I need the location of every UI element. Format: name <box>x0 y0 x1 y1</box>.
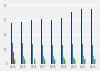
Bar <box>54 59 55 64</box>
Bar <box>45 61 46 64</box>
Bar <box>81 10 82 64</box>
Bar <box>83 43 84 64</box>
Bar <box>43 50 44 64</box>
Bar <box>65 61 66 64</box>
Bar <box>23 50 24 64</box>
Bar <box>34 59 35 64</box>
Bar <box>24 59 25 64</box>
Bar <box>93 43 94 64</box>
Bar <box>32 44 33 64</box>
Bar <box>11 23 12 64</box>
Bar <box>63 48 64 64</box>
Bar <box>55 61 56 64</box>
Bar <box>44 59 45 64</box>
Bar <box>15 61 16 64</box>
Bar <box>82 44 83 64</box>
Bar <box>22 43 23 64</box>
Bar <box>84 59 85 64</box>
Bar <box>71 12 72 64</box>
Bar <box>62 45 63 64</box>
Bar <box>94 59 95 64</box>
Bar <box>35 61 36 64</box>
Bar <box>72 44 73 64</box>
Bar <box>92 45 93 64</box>
Bar <box>14 59 15 64</box>
Bar <box>85 59 86 64</box>
Bar <box>12 43 13 64</box>
Bar <box>33 50 34 64</box>
Bar <box>25 61 26 64</box>
Bar <box>75 60 76 64</box>
Bar <box>21 22 22 64</box>
Bar <box>31 20 32 64</box>
Bar <box>42 45 43 64</box>
Bar <box>51 20 52 64</box>
Bar <box>73 43 74 64</box>
Bar <box>91 9 92 64</box>
Bar <box>53 49 54 64</box>
Bar <box>95 59 96 64</box>
Bar <box>64 59 65 64</box>
Bar <box>41 19 42 64</box>
Bar <box>61 18 62 64</box>
Bar <box>74 59 75 64</box>
Bar <box>52 45 53 64</box>
Bar <box>13 52 14 64</box>
